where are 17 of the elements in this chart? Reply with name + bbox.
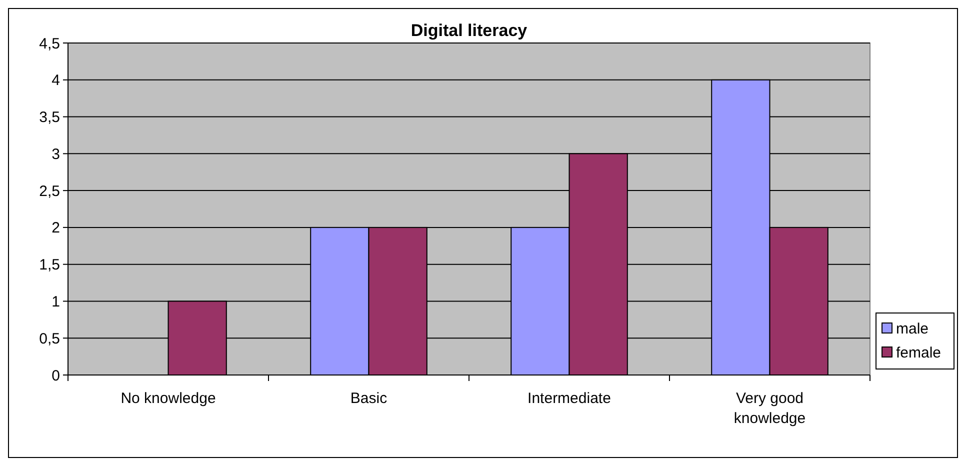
chart-title: Digital literacy	[410, 21, 528, 40]
legend-label: female	[896, 344, 942, 362]
y-tick-label: 3,5	[39, 109, 60, 126]
x-tick-label: Basic	[350, 390, 388, 407]
x-tick-label: Very good knowledge	[734, 390, 806, 427]
y-tick-label: 4	[52, 72, 60, 90]
y-tick-label: 1	[52, 293, 60, 310]
legend-label: male	[896, 320, 929, 338]
y-tick-label: 3	[52, 146, 60, 163]
y-tick-label: 2,5	[39, 182, 60, 200]
y-tick-label: 4,5	[39, 35, 60, 52]
x-tick-label: Intermediate	[528, 390, 611, 407]
y-tick-label: 0,5	[39, 330, 60, 348]
y-tick-label: 2	[52, 220, 60, 237]
x-tick-label: No knowledge	[120, 390, 216, 407]
y-tick-label: 1,5	[39, 256, 60, 274]
y-tick-label: 0	[52, 367, 60, 384]
